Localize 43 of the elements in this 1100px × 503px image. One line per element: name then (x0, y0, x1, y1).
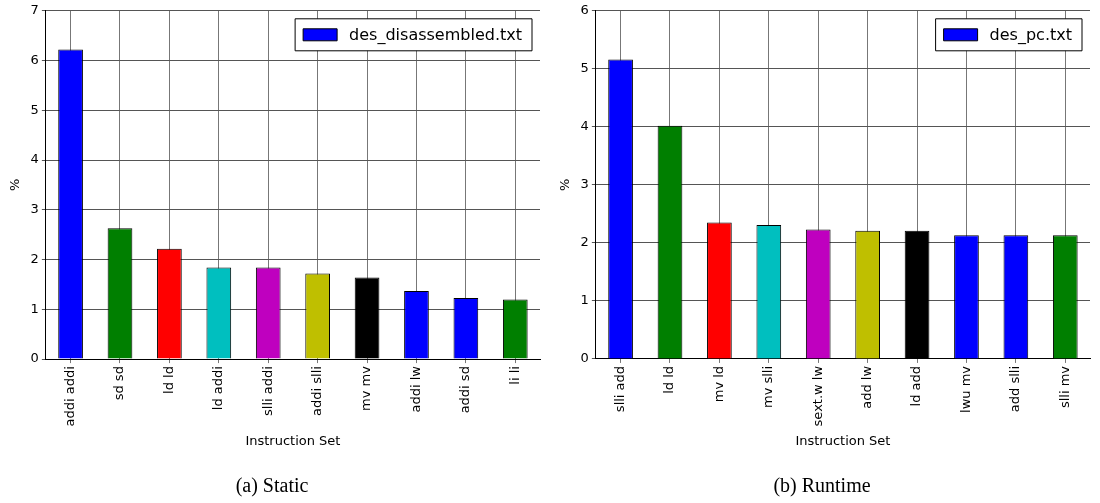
y-tick-label: 6 (30, 51, 39, 67)
x-tick-label: lwu mv (957, 365, 973, 413)
x-tick-label: ld ld (160, 366, 176, 394)
x-tick-label: mv ld (710, 365, 726, 403)
y-tick-label: 1 (30, 300, 39, 316)
x-tick-label: add lw (859, 365, 875, 409)
y-tick-label: 1 (580, 292, 589, 308)
x-tick-label: slli addi (259, 366, 275, 416)
x-tick-label: slli add (611, 365, 627, 413)
y-tick-label: 2 (30, 250, 39, 266)
x-axis-title: Instruction Set (795, 432, 891, 448)
x-tick-label: slli mv (1056, 365, 1072, 409)
legend-label: des_disassembled.txt (349, 24, 523, 45)
legend-label: des_pc.txt (989, 24, 1072, 45)
x-tick-label: sext.w lw (809, 365, 825, 427)
x-tick-label: add slli (1007, 365, 1023, 413)
y-tick-label: 0 (580, 350, 589, 366)
x-tick-label: ld ld (661, 365, 677, 394)
y-tick-label: 3 (580, 176, 589, 192)
x-axis-title: Instruction Set (245, 432, 341, 448)
y-tick-label: 6 (580, 2, 589, 18)
x-tick-label: addi sd (457, 366, 473, 414)
x-tick-label: mv slli (760, 365, 776, 409)
x-tick-label: addi slli (309, 366, 325, 416)
y-axis-title: % (7, 178, 23, 192)
y-axis-title: % (557, 178, 573, 192)
y-tick-label: 4 (580, 118, 589, 134)
x-tick-label: mv mv (358, 365, 374, 411)
x-tick-label: li li (506, 366, 522, 385)
y-tick-label: 4 (30, 151, 39, 167)
y-tick-label: 7 (30, 2, 39, 18)
y-tick-label: 2 (580, 234, 589, 250)
x-tick-label: addi lw (407, 365, 423, 413)
x-tick-label: addi addi (61, 366, 77, 427)
text: (b) Runtime (773, 474, 871, 498)
x-tick-label: ld addi (210, 366, 226, 411)
x-tick-label: sd sd (111, 366, 127, 401)
text: (a) Static (235, 474, 309, 498)
y-tick-label: 5 (580, 60, 589, 76)
y-tick-label: 3 (30, 201, 39, 217)
y-tick-label: 5 (30, 101, 39, 117)
y-tick-label: 0 (30, 350, 39, 366)
x-tick-label: ld add (908, 365, 924, 407)
